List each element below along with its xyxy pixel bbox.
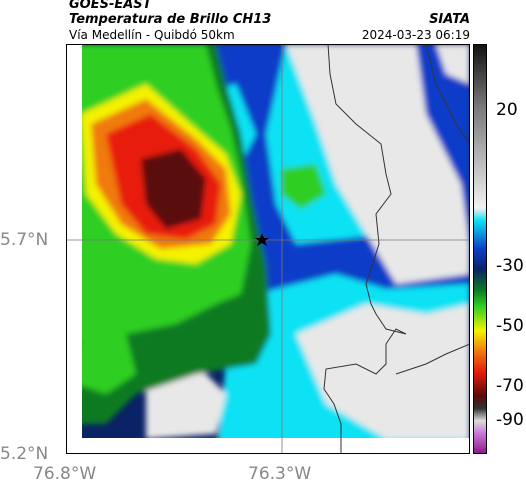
clear-sky-region-south xyxy=(296,304,470,439)
domain-margin-bottom xyxy=(66,438,470,454)
colorbar-tick-minus-50: -50 xyxy=(496,316,524,336)
colorbar-tick-minus-90: -90 xyxy=(496,410,524,430)
agency-label: SIATA xyxy=(429,12,470,27)
lat-label-5-2n: 5.2°N xyxy=(0,444,49,464)
colorbar-tick-20: 20 xyxy=(496,100,518,120)
green-patch-southwest xyxy=(76,334,136,394)
colorbar-tick-minus-70: -70 xyxy=(496,376,524,396)
lon-label-76-3w: 76.3°W xyxy=(248,464,312,484)
timestamp-label: 2024-03-23 06:19 xyxy=(361,28,470,42)
colorbar-tick-minus-30: -30 xyxy=(496,256,524,276)
lat-label-5-7n: 5.7°N xyxy=(0,230,49,250)
clear-sky-region-east xyxy=(286,44,470,284)
temperature-colorbar xyxy=(473,44,487,454)
colorbar-gradient xyxy=(473,44,487,454)
clear-sky-patch-ne xyxy=(436,44,470,84)
map-frame xyxy=(66,44,470,454)
brightness-temperature-map xyxy=(66,44,470,454)
green-patch-center xyxy=(281,164,326,209)
coldest-cloud-core xyxy=(141,149,206,229)
lon-label-76-8w: 76.8°W xyxy=(33,464,97,484)
star-icon xyxy=(255,233,269,246)
product-title: Temperatura de Brillo CH13 xyxy=(69,12,272,27)
region-border-south xyxy=(395,343,470,375)
route-subtitle: Vía Medellín - Quibdó 50km xyxy=(69,28,235,42)
region-border-east xyxy=(425,44,470,145)
country-border xyxy=(323,44,407,454)
domain-margin-left xyxy=(66,44,82,454)
satellite-name: GOES-EAST xyxy=(69,0,152,12)
